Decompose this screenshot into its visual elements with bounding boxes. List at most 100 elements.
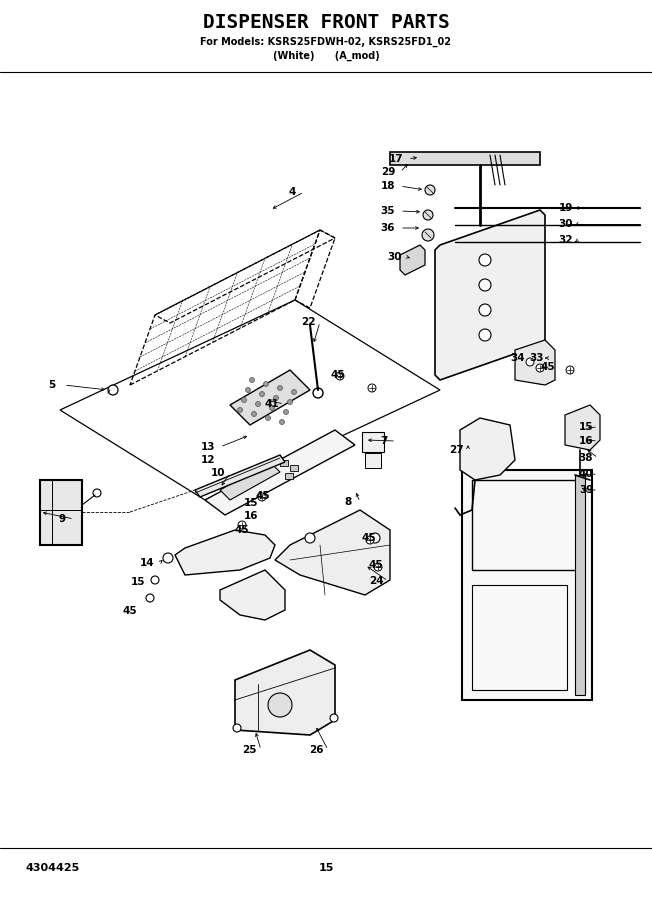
Text: 30: 30 bbox=[388, 252, 402, 262]
Text: 38: 38 bbox=[579, 453, 593, 463]
Text: 15: 15 bbox=[244, 498, 258, 508]
Circle shape bbox=[237, 408, 243, 412]
Polygon shape bbox=[435, 210, 545, 380]
Circle shape bbox=[108, 385, 118, 395]
Polygon shape bbox=[565, 405, 600, 450]
Text: 14: 14 bbox=[140, 558, 155, 568]
Text: 16: 16 bbox=[579, 436, 593, 446]
Text: 4: 4 bbox=[288, 187, 296, 197]
Text: 35: 35 bbox=[381, 206, 395, 216]
Polygon shape bbox=[40, 480, 82, 545]
Bar bbox=[290, 465, 298, 471]
Polygon shape bbox=[275, 510, 390, 595]
Text: For Models: KSRS25FDWH-02, KSRS25FD1_02: For Models: KSRS25FDWH-02, KSRS25FD1_02 bbox=[201, 37, 451, 47]
Text: 8: 8 bbox=[344, 497, 351, 507]
Circle shape bbox=[163, 553, 173, 563]
Text: 34: 34 bbox=[511, 353, 526, 363]
Polygon shape bbox=[220, 570, 285, 620]
Circle shape bbox=[246, 388, 250, 392]
Text: 29: 29 bbox=[381, 167, 395, 177]
Circle shape bbox=[366, 536, 374, 544]
Text: 36: 36 bbox=[381, 223, 395, 233]
Text: 40: 40 bbox=[579, 469, 593, 479]
Text: 45: 45 bbox=[362, 533, 376, 543]
Circle shape bbox=[259, 392, 265, 397]
Circle shape bbox=[423, 210, 433, 220]
Text: 39: 39 bbox=[579, 485, 593, 495]
Circle shape bbox=[479, 254, 491, 266]
Text: 45: 45 bbox=[331, 370, 346, 380]
Circle shape bbox=[256, 401, 261, 407]
Text: 13: 13 bbox=[201, 442, 215, 452]
Circle shape bbox=[536, 364, 544, 372]
Text: 19: 19 bbox=[559, 203, 573, 213]
Text: 17: 17 bbox=[389, 154, 404, 164]
Bar bbox=[280, 460, 288, 466]
Circle shape bbox=[479, 304, 491, 316]
Circle shape bbox=[269, 406, 274, 410]
Text: 16: 16 bbox=[244, 511, 258, 521]
Polygon shape bbox=[195, 455, 285, 497]
Polygon shape bbox=[230, 370, 310, 425]
Circle shape bbox=[263, 382, 269, 386]
Circle shape bbox=[151, 576, 159, 584]
Text: 5: 5 bbox=[48, 380, 55, 390]
Circle shape bbox=[241, 398, 246, 402]
Polygon shape bbox=[235, 650, 335, 735]
Circle shape bbox=[252, 411, 256, 417]
Circle shape bbox=[268, 693, 292, 717]
Bar bbox=[365, 453, 381, 468]
Text: 25: 25 bbox=[242, 745, 256, 755]
Circle shape bbox=[566, 366, 574, 374]
Circle shape bbox=[265, 416, 271, 420]
Polygon shape bbox=[460, 418, 515, 480]
Text: (White)      (A_mod): (White) (A_mod) bbox=[273, 51, 379, 61]
Circle shape bbox=[146, 594, 154, 602]
Text: 30: 30 bbox=[559, 219, 573, 229]
Text: 33: 33 bbox=[529, 353, 544, 363]
Text: 15: 15 bbox=[318, 863, 334, 873]
Bar bbox=[472, 585, 567, 690]
Bar bbox=[472, 480, 582, 570]
Text: 10: 10 bbox=[211, 468, 225, 478]
Polygon shape bbox=[390, 152, 540, 165]
Circle shape bbox=[425, 185, 435, 195]
Text: DISPENSER FRONT PARTS: DISPENSER FRONT PARTS bbox=[203, 13, 449, 32]
Circle shape bbox=[374, 563, 382, 571]
Polygon shape bbox=[400, 245, 425, 275]
Circle shape bbox=[422, 229, 434, 241]
Text: 18: 18 bbox=[381, 181, 395, 191]
Circle shape bbox=[526, 358, 534, 366]
Circle shape bbox=[368, 384, 376, 392]
Circle shape bbox=[278, 385, 282, 391]
Polygon shape bbox=[515, 340, 555, 385]
Circle shape bbox=[479, 279, 491, 291]
Text: 22: 22 bbox=[301, 317, 316, 327]
Circle shape bbox=[93, 489, 101, 497]
Text: 32: 32 bbox=[559, 235, 573, 245]
Circle shape bbox=[258, 493, 266, 501]
Circle shape bbox=[330, 714, 338, 722]
Text: 45: 45 bbox=[123, 606, 138, 616]
Text: 24: 24 bbox=[368, 576, 383, 586]
Circle shape bbox=[280, 419, 284, 425]
Polygon shape bbox=[205, 430, 355, 515]
Text: 45: 45 bbox=[541, 362, 556, 372]
Circle shape bbox=[291, 390, 297, 394]
Polygon shape bbox=[175, 530, 275, 575]
Circle shape bbox=[288, 400, 293, 404]
Circle shape bbox=[313, 388, 323, 398]
Text: 12: 12 bbox=[201, 455, 215, 465]
Text: 26: 26 bbox=[309, 745, 323, 755]
Bar bbox=[285, 473, 293, 479]
Bar bbox=[362, 432, 384, 452]
Circle shape bbox=[336, 372, 344, 380]
Circle shape bbox=[238, 521, 246, 529]
Circle shape bbox=[370, 533, 380, 543]
Text: 45: 45 bbox=[368, 560, 383, 570]
Text: 4304425: 4304425 bbox=[25, 863, 80, 873]
Text: 15: 15 bbox=[579, 422, 593, 432]
Text: 27: 27 bbox=[449, 445, 464, 455]
Circle shape bbox=[250, 377, 254, 382]
Bar bbox=[575, 475, 585, 695]
